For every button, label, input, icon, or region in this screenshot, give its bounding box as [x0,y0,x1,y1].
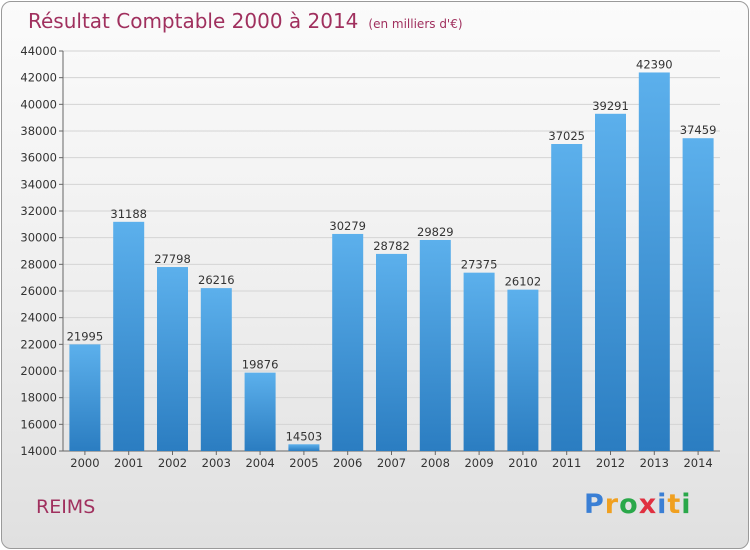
logo-letter: t [667,489,682,520]
y-tick-label: 24000 [20,311,57,325]
bar [113,221,145,451]
y-tick-label: 30000 [20,231,57,245]
y-tick-label: 42000 [20,71,57,85]
y-tick-label: 44000 [20,44,57,58]
value-label: 21995 [67,329,104,343]
y-tick-label: 28000 [20,257,57,271]
chart-title-text: Résultat Comptable 2000 à 2014 [28,9,359,33]
bar [551,144,583,451]
bar [288,444,320,451]
value-label: 26216 [198,273,235,287]
x-tick-label: 2002 [158,456,187,470]
value-label: 19876 [242,358,279,372]
logo-letter: o [619,489,639,520]
y-tick-label: 16000 [20,417,57,431]
x-tick-label: 2010 [508,456,537,470]
value-label: 37025 [548,129,585,143]
x-tick-label: 2005 [289,456,318,470]
x-tick-label: 2014 [683,456,712,470]
logo-letter: i [657,489,668,520]
y-tick-label: 40000 [20,97,57,111]
value-label: 26102 [505,275,542,289]
y-tick-label: 38000 [20,124,57,138]
proxiti-logo: Proxiti [584,489,692,520]
y-tick-label: 26000 [20,284,57,298]
logo-letter: i [681,489,692,520]
x-tick-label: 2012 [596,456,625,470]
x-tick-label: 2003 [202,456,231,470]
x-tick-label: 2007 [377,456,406,470]
logo-letter: P [584,489,605,520]
bar [419,239,451,451]
bar [638,72,670,451]
bar [69,344,101,451]
bar [200,288,232,451]
x-tick-label: 2008 [421,456,450,470]
y-tick-label: 34000 [20,177,57,191]
bar [682,138,714,452]
bar [332,233,364,451]
axes: 14000 16000 18000 20000 22000 24000 26000 28000… [20,44,720,470]
x-tick-label: 2011 [552,456,581,470]
value-label: 30279 [329,219,366,233]
value-label: 42390 [636,57,673,71]
y-tick-label: 14000 [20,444,57,458]
x-tick-label: 2001 [114,456,143,470]
chart-subtitle: (en milliers d'€) [368,17,463,31]
x-tick-label: 2013 [640,456,669,470]
value-label: 31188 [110,207,147,221]
x-tick-label: 2000 [70,456,99,470]
value-label: 27798 [154,252,191,266]
logo-letter: r [604,489,620,520]
city-label: REIMS [36,496,96,518]
y-tick-label: 20000 [20,364,57,378]
y-tick-label: 32000 [20,204,57,218]
value-label: 29829 [417,225,454,239]
logo-letter: x [638,489,658,520]
bar [595,113,626,451]
value-label: 39291 [592,99,629,113]
chart-title: Résultat Comptable 2000 à 2014 (en millie… [28,9,463,33]
bar [507,289,539,451]
bars [69,72,714,452]
y-tick-label: 22000 [20,337,57,351]
bar [463,272,495,451]
x-tick-label: 2009 [464,456,493,470]
value-label: 28782 [373,239,410,253]
value-label: 27375 [461,258,498,272]
x-tick-label: 2006 [333,456,362,470]
data-labels: 21995 31188 27798 26216 19876 14503 30279 28782… [67,57,717,443]
y-tick-label: 36000 [20,151,57,165]
bar [376,253,407,451]
y-tick-label: 18000 [20,391,57,405]
bar [244,372,276,451]
bar [157,267,188,451]
value-label: 14503 [286,429,323,443]
value-label: 37459 [680,123,717,137]
x-tick-label: 2004 [245,456,274,470]
